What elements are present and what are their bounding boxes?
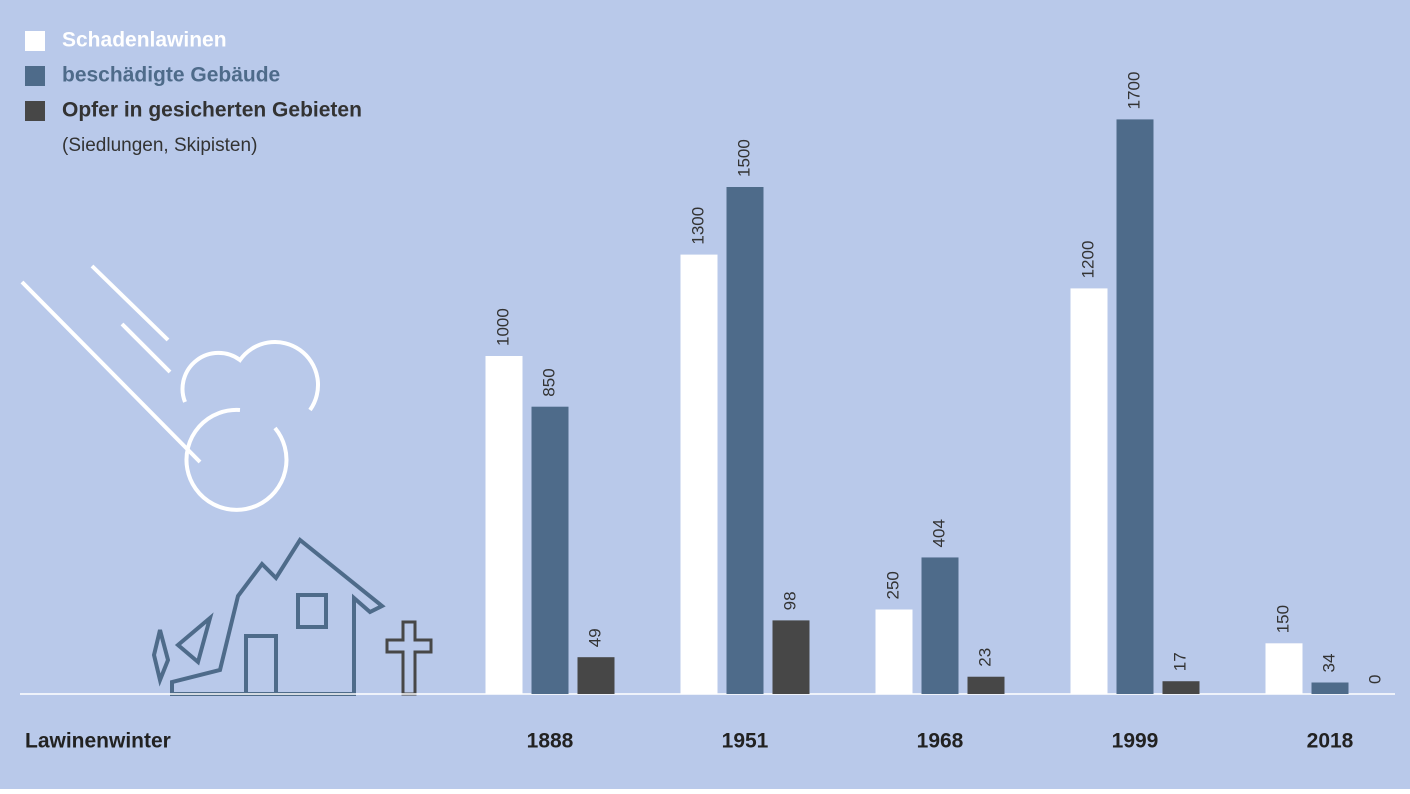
bar <box>875 609 913 694</box>
value-label: 850 <box>539 368 558 396</box>
bar <box>1265 643 1303 694</box>
bar <box>577 657 615 694</box>
value-label: 1700 <box>1124 72 1143 110</box>
bar <box>921 557 959 694</box>
value-label: 98 <box>780 591 799 610</box>
legend-label: Schadenlawinen <box>62 29 227 52</box>
value-label: 34 <box>1319 654 1338 673</box>
x-tick-label: 1968 <box>917 730 964 753</box>
legend-note: (Siedlungen, Skipisten) <box>62 135 257 156</box>
bar <box>1070 288 1108 694</box>
value-label: 23 <box>975 648 994 667</box>
bar <box>1162 681 1200 694</box>
legend-swatch <box>25 31 45 51</box>
x-tick-label: 1999 <box>1112 730 1159 753</box>
legend-label: Opfer in gesicherten Gebieten <box>62 99 362 122</box>
bar <box>772 620 810 694</box>
value-label: 404 <box>929 519 948 547</box>
value-label: 17 <box>1170 652 1189 671</box>
value-label: 1300 <box>688 207 707 245</box>
x-tick-label: 1951 <box>722 730 769 753</box>
value-label: 49 <box>585 628 604 647</box>
bar <box>1311 682 1349 694</box>
bar <box>967 676 1005 694</box>
value-label: 1500 <box>734 139 753 177</box>
x-tick-label: 1888 <box>527 730 574 753</box>
bar <box>1116 119 1154 694</box>
bar <box>680 254 718 694</box>
bar <box>726 187 764 694</box>
value-label: 0 <box>1365 675 1384 684</box>
legend-swatch <box>25 101 45 121</box>
illustration <box>20 264 321 512</box>
legend-label: beschädigte Gebäude <box>62 64 280 87</box>
value-label: 1000 <box>493 308 512 346</box>
bar <box>531 406 569 694</box>
value-label: 150 <box>1273 605 1292 633</box>
x-axis-label: Lawinenwinter <box>25 730 171 753</box>
value-label: 1200 <box>1078 241 1097 279</box>
x-tick-label: 2018 <box>1307 730 1354 753</box>
bar <box>485 356 523 694</box>
legend-swatch <box>25 66 45 86</box>
value-label: 250 <box>883 571 902 599</box>
